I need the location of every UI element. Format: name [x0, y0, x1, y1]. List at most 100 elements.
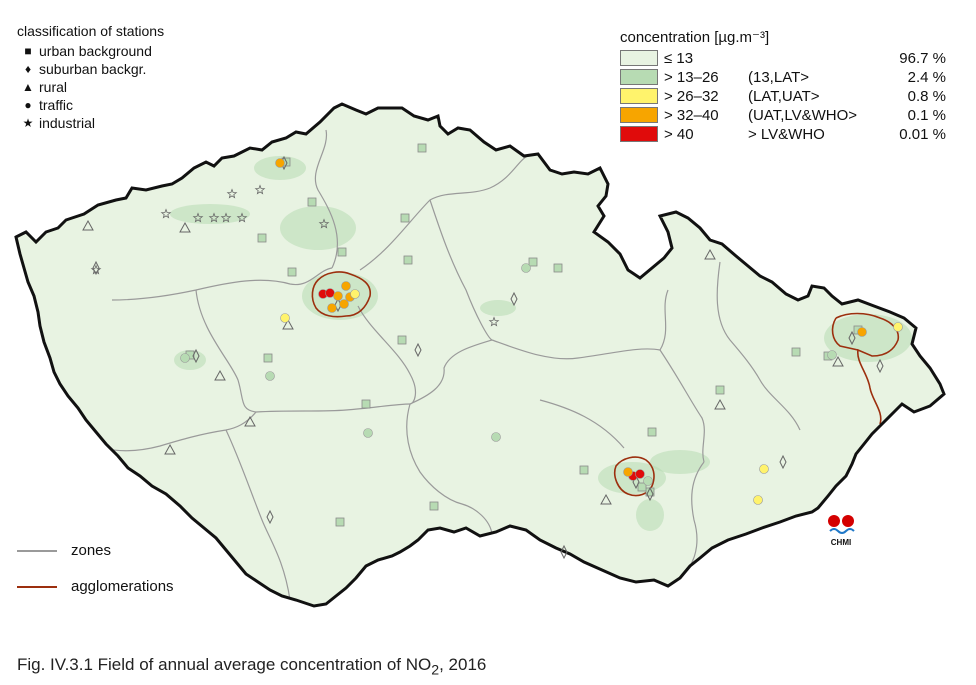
country-area — [16, 104, 944, 606]
station-urban-background — [647, 427, 657, 437]
station-industrial — [220, 212, 232, 223]
range-label: ≤ 13 — [664, 50, 694, 67]
diamond-icon: ♦ — [24, 62, 32, 76]
percent-label: 0.8 % — [907, 88, 946, 105]
station-urban-background — [263, 353, 273, 363]
chmi-logo-text: CHMI — [831, 538, 851, 547]
agglomeration-boundary — [831, 317, 859, 351]
zone-boundary — [225, 429, 291, 601]
station-urban-background — [361, 399, 371, 409]
station-traffic — [280, 313, 290, 323]
zone-boundary — [689, 461, 705, 567]
range-label: > 26–32 — [664, 88, 719, 105]
legend-label: traffic — [39, 97, 73, 113]
zone-boundary — [429, 199, 493, 341]
range-label: > 13–26 — [664, 69, 719, 86]
class-label: (13,LAT> — [748, 69, 810, 86]
zone-boundary — [359, 155, 529, 271]
station-urban-background — [553, 263, 563, 273]
station-urban-background — [579, 465, 589, 475]
station-traffic — [893, 322, 903, 332]
station-urban-background — [715, 385, 725, 395]
station-urban-background — [337, 247, 347, 257]
station-traffic — [759, 464, 769, 474]
station-urban-background — [397, 335, 407, 345]
range-label: > 40 — [664, 126, 694, 143]
station-industrial — [90, 264, 102, 275]
zone-boundary — [195, 267, 333, 291]
class-label: > LV&WHO — [748, 126, 825, 143]
station-traffic — [857, 327, 867, 337]
concentration-legend: concentration [µg.m⁻³] ≤ 13 96.7 % > 13–26… — [620, 28, 946, 145]
station-traffic — [327, 303, 337, 313]
legend-zones: zones — [17, 542, 111, 559]
percent-label: 0.01 % — [899, 126, 946, 143]
stations-layer — [82, 143, 903, 560]
concentration-legend-row: > 32–40 (UAT,LV&WHO> 0.1 % — [620, 107, 946, 126]
percent-label: 96.7 % — [899, 50, 946, 67]
zones-label: zones — [71, 542, 112, 559]
class-label: (UAT,LV&WHO> — [748, 107, 858, 124]
zone-boundary — [195, 289, 257, 413]
station-urban-background — [791, 347, 801, 357]
station-suburban — [779, 454, 787, 470]
zone-boundary — [491, 339, 661, 360]
chmi-logo: CHMI — [828, 515, 855, 547]
station-urban-background — [417, 143, 427, 153]
station-rural — [164, 443, 176, 455]
station-rural — [282, 318, 294, 330]
classification-legend: classification of stations ■ urban backg… — [17, 22, 164, 132]
station-industrial — [318, 218, 330, 229]
station-urban-background — [528, 257, 538, 267]
station-traffic — [827, 350, 837, 360]
station-rural — [179, 221, 191, 233]
legend-label: suburban backgr. — [39, 61, 147, 77]
station-urban-background — [429, 501, 439, 511]
legend-item-suburban: ♦ suburban backgr. — [17, 60, 164, 78]
color-swatch — [620, 69, 658, 85]
zones-line-swatch — [17, 549, 57, 552]
zone-boundary — [406, 403, 493, 535]
station-traffic — [341, 281, 351, 291]
station-suburban — [414, 342, 422, 358]
agglomeration-boundary — [613, 456, 655, 497]
station-suburban — [560, 544, 568, 560]
zone-boundary — [716, 261, 801, 431]
station-traffic — [333, 291, 343, 301]
color-swatch — [620, 50, 658, 66]
station-suburban — [510, 291, 518, 307]
caption-prefix: Fig. IV.3.1 Field of annual average conc… — [17, 655, 432, 674]
station-traffic — [643, 476, 653, 486]
agglomeration-boundary — [835, 312, 900, 425]
square-icon: ■ — [24, 44, 32, 58]
legend-label: rural — [39, 79, 68, 95]
station-urban-background — [257, 233, 267, 243]
station-traffic — [363, 428, 373, 438]
color-swatch — [620, 88, 658, 104]
station-industrial — [160, 208, 172, 219]
station-suburban — [92, 260, 100, 276]
station-industrial — [254, 184, 266, 195]
zone-boundary — [357, 305, 417, 405]
station-suburban — [646, 486, 654, 502]
station-rural — [82, 219, 94, 231]
percent-label: 0.1 % — [907, 107, 946, 124]
station-rural — [244, 415, 256, 427]
station-industrial — [488, 316, 500, 327]
circle-icon: ● — [24, 98, 32, 112]
agglomerations-label: agglomerations — [71, 578, 174, 595]
station-rural — [704, 248, 716, 260]
legend-item-traffic: ● traffic — [17, 96, 164, 114]
zone-boundary — [659, 289, 669, 351]
station-traffic — [350, 289, 360, 299]
classification-legend-title: classification of stations — [17, 23, 165, 39]
station-rural — [832, 355, 844, 367]
station-urban-background — [637, 482, 647, 492]
station-urban-background — [403, 255, 413, 265]
legend-label: industrial — [39, 115, 96, 131]
concentration-legend-row: > 26–32 (LAT,UAT> 0.8 % — [620, 88, 946, 107]
station-suburban — [848, 330, 856, 346]
station-urban-background — [307, 197, 317, 207]
station-industrial — [192, 212, 204, 223]
